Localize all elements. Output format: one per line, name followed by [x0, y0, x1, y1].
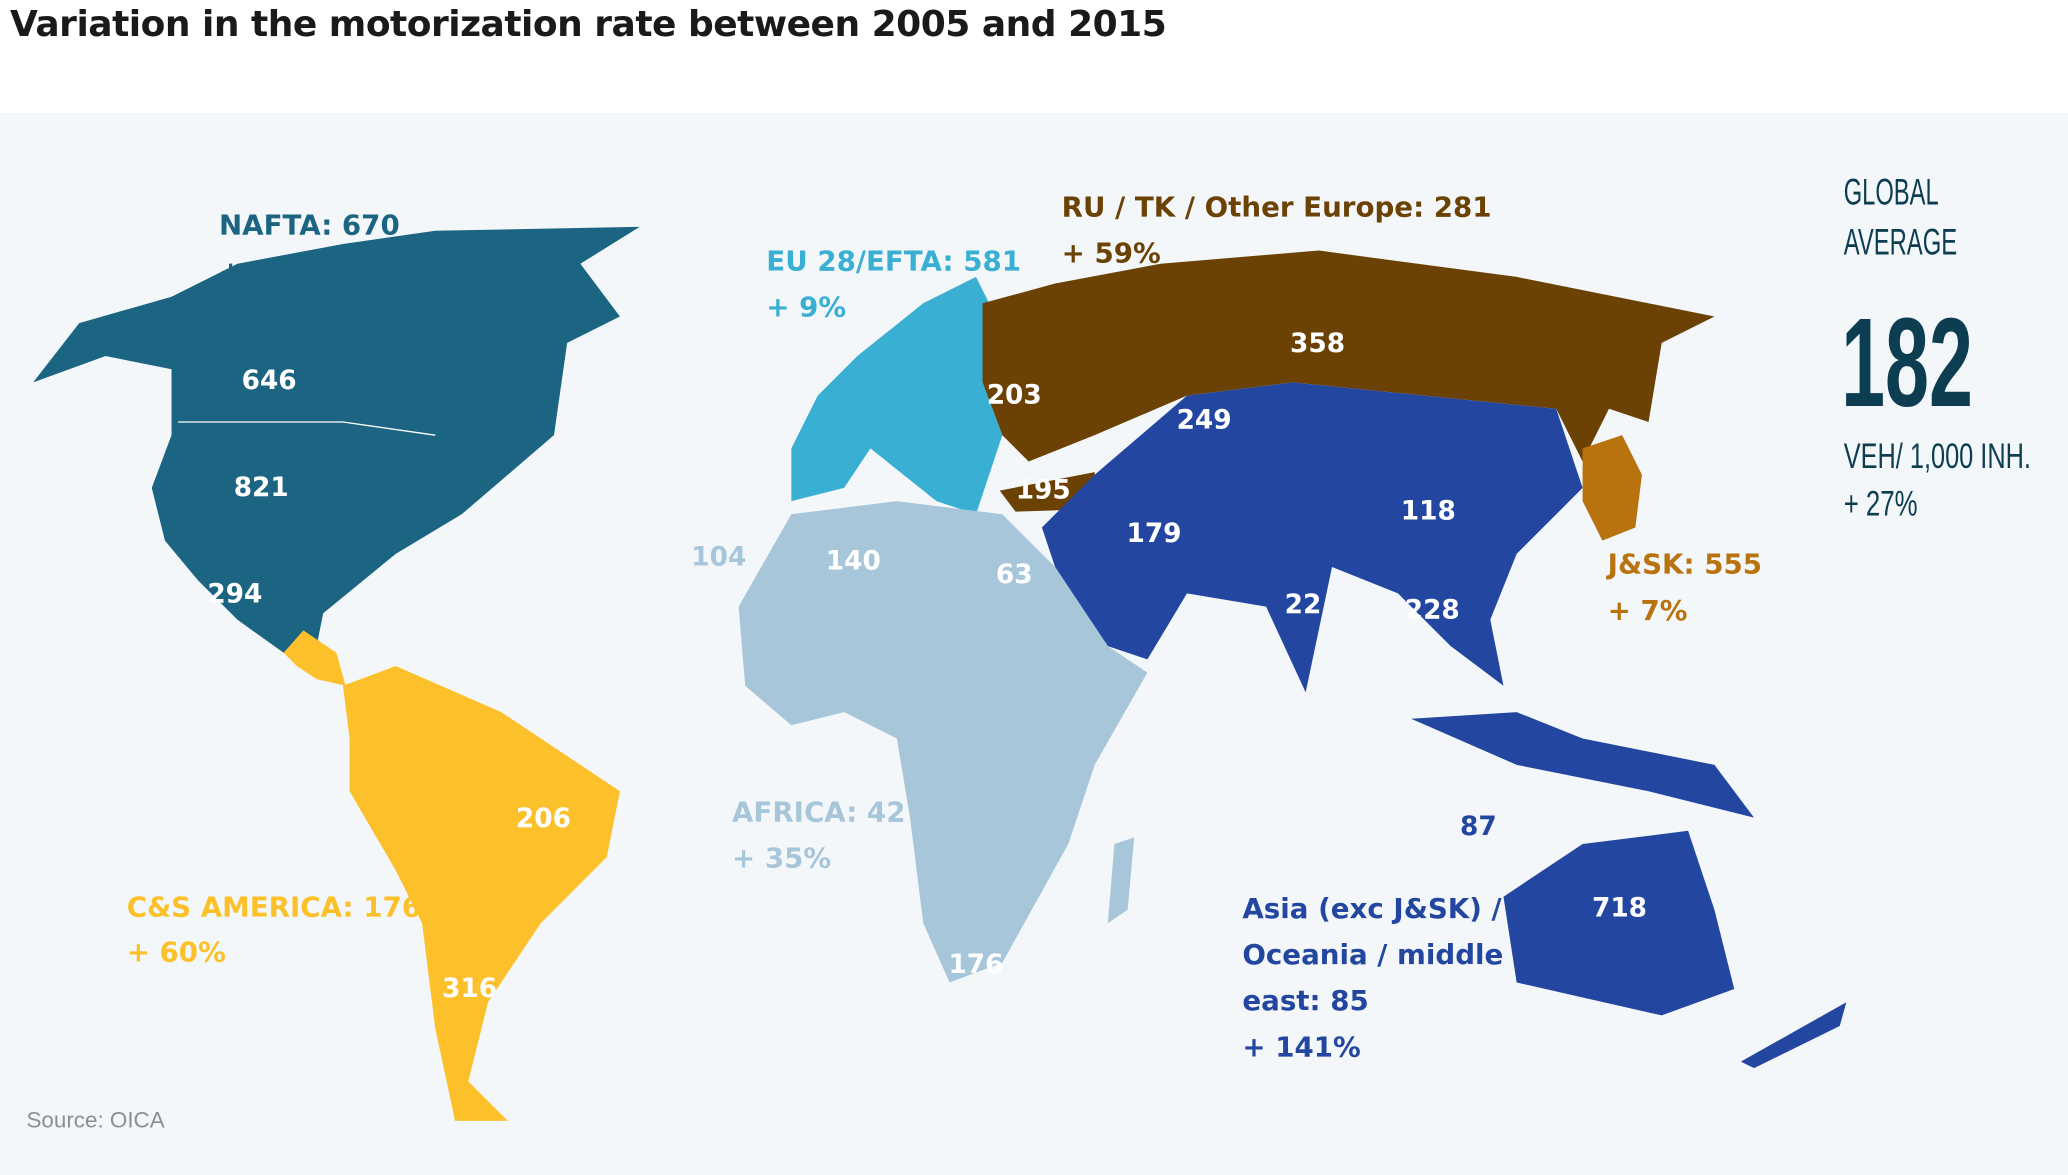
nafta-change: + 6% — [219, 255, 299, 288]
eu-label: EU 28/EFTA: 581 — [766, 244, 1021, 277]
region-asia — [1041, 382, 1583, 693]
asia-label-line2: Oceania / middle — [1242, 938, 1503, 971]
asia-label-line1: Asia (exc J&SK) / — [1242, 892, 1502, 925]
region-new-zealand — [1740, 1002, 1847, 1069]
value-china: 118 — [1401, 497, 1456, 527]
value-indonesia: 87 — [1460, 812, 1497, 842]
region-ru-tk-other-europe — [982, 250, 1715, 462]
ru-change: + 59% — [1062, 236, 1161, 269]
global-label-line1: GLOBAL — [1844, 171, 1939, 212]
value-morocco: 104 — [691, 543, 746, 573]
value-egypt: 63 — [996, 560, 1033, 590]
region-nafta — [33, 226, 640, 653]
region-madagascar — [1107, 837, 1135, 924]
africa-label: AFRICA: 42 — [732, 796, 905, 829]
region-africa — [738, 501, 1148, 983]
region-australia — [1503, 830, 1735, 1016]
csamerica-label: C&S AMERICA: 176 — [127, 891, 421, 924]
asia-change: + 141% — [1242, 1030, 1360, 1063]
value-australia: 718 — [1592, 894, 1647, 924]
region-eu-efta — [791, 276, 1003, 515]
value-brazil: 206 — [516, 804, 571, 834]
region-indonesia — [1411, 712, 1755, 818]
value-usa: 821 — [234, 473, 289, 503]
value-kazakhstan: 249 — [1177, 406, 1232, 436]
value-thailand: 228 — [1405, 595, 1460, 625]
value-canada: 646 — [242, 366, 297, 396]
source-note: Source: OICA — [26, 1108, 164, 1133]
value-argentina: 316 — [442, 974, 497, 1004]
value-iran: 179 — [1126, 519, 1181, 549]
global-value: 182 — [1841, 291, 1973, 433]
nafta-label: NAFTA: 670 — [219, 209, 400, 242]
asia-label-line3: east: 85 — [1242, 984, 1368, 1017]
global-unit: VEH/ 1,000 INH. — [1844, 436, 2031, 476]
global-label-line2: AVERAGE — [1844, 222, 1957, 263]
region-japan-south-korea — [1582, 435, 1642, 541]
value-russia: 358 — [1290, 329, 1345, 359]
eu-change: + 9% — [766, 290, 846, 323]
page-title: Variation in the motorization rate betwe… — [10, 4, 1167, 45]
value-india: 22 — [1285, 590, 1322, 620]
value-south-africa: 176 — [948, 950, 1003, 980]
border-us-canada — [178, 421, 436, 436]
value-algeria: 140 — [826, 547, 881, 577]
value-turkey: 195 — [1016, 475, 1071, 505]
jsk-change: + 7% — [1608, 594, 1688, 627]
ru-label: RU / TK / Other Europe: 281 — [1062, 190, 1492, 223]
csamerica-change: + 60% — [127, 935, 226, 968]
africa-change: + 35% — [732, 842, 831, 875]
global-change: + 27% — [1844, 484, 1918, 524]
region-central-america — [283, 630, 346, 686]
value-mexico: 294 — [207, 580, 262, 610]
region-south-america — [342, 665, 620, 1121]
jsk-label: J&SK: 555 — [1606, 548, 1762, 581]
value-ukraine: 203 — [987, 381, 1042, 411]
